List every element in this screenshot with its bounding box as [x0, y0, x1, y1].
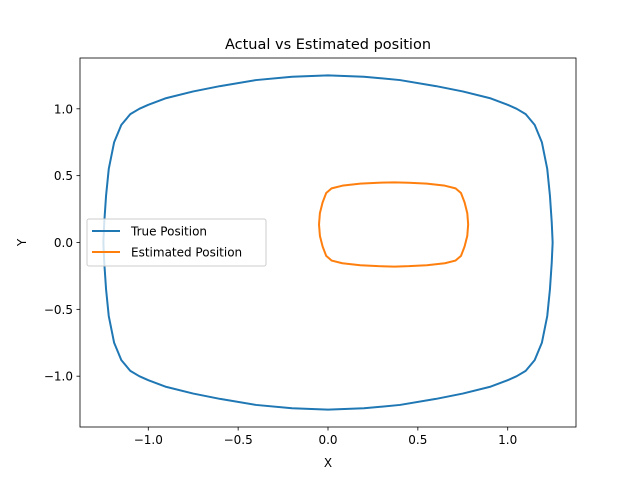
x-tick-label: 0.5 [408, 433, 427, 447]
x-tick-label: 0.0 [318, 433, 337, 447]
x-tick-label: −1.0 [134, 433, 163, 447]
y-axis: −1.0 −0.5 0.0 0.5 1.0 [44, 102, 80, 384]
x-tick-label: −0.5 [224, 433, 253, 447]
legend-label-true-position: True Position [130, 225, 207, 239]
legend-label-estimated-position: Estimated Position [131, 246, 242, 260]
x-axis-label: X [324, 456, 332, 470]
y-tick-label: 0.0 [54, 236, 73, 250]
series-line-estimated-position [318, 181, 470, 268]
y-tick-label: 0.5 [54, 169, 73, 183]
legend: True Position Estimated Position [86, 218, 267, 267]
legend-frame [86, 218, 267, 267]
x-tick-label: 1.0 [498, 433, 517, 447]
y-tick-label: 1.0 [54, 102, 73, 116]
chart-title: Actual vs Estimated position [225, 37, 431, 53]
x-axis: −1.0 −0.5 0.0 0.5 1.0 [134, 427, 517, 447]
y-tick-label: −0.5 [44, 303, 73, 317]
y-tick-label: −1.0 [44, 370, 73, 384]
y-axis-label: Y [15, 238, 29, 247]
